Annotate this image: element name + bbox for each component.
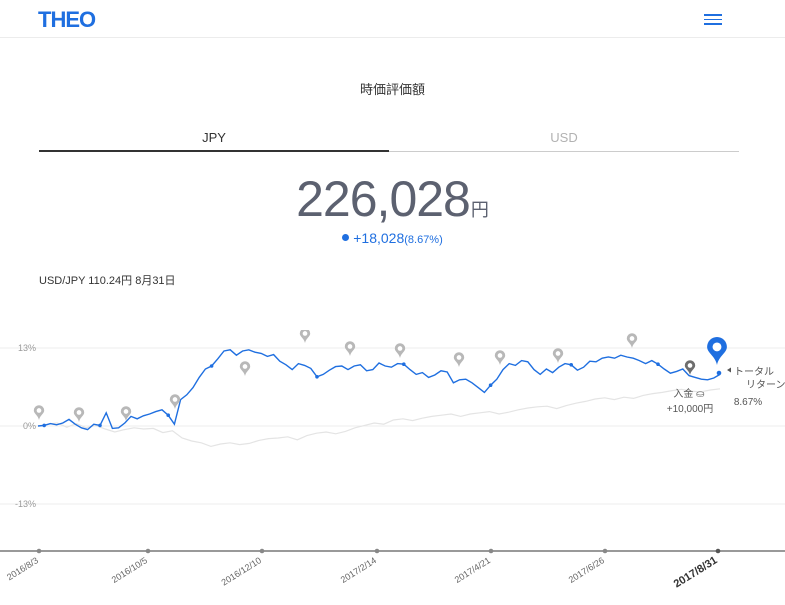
y-tick-label: 0%	[23, 421, 36, 431]
portfolio-value-unit: 円	[470, 200, 489, 220]
x-tick-label: 2017/4/21	[453, 555, 492, 585]
portfolio-value-amount: 226,028	[296, 171, 471, 227]
theo-logo[interactable]: THEO	[38, 7, 96, 32]
deposit-point	[656, 362, 660, 366]
x-tick-dot	[36, 548, 42, 554]
current-value-dot	[716, 370, 722, 376]
location-pin-icon-hole	[302, 331, 308, 336]
deposit-point	[402, 362, 406, 366]
x-tick-label: 2016/10/5	[110, 555, 149, 585]
total-return-value: 8.67%	[734, 397, 762, 408]
x-tick-dot	[715, 548, 721, 554]
current-location-pin-icon-hole	[712, 342, 722, 352]
deposit-point	[488, 383, 493, 387]
x-tick-label: 2017/6/26	[567, 555, 606, 585]
pointer-triangle-icon	[727, 367, 731, 373]
deposit-point	[209, 364, 214, 368]
deposit-point	[42, 423, 46, 428]
x-tick-dot	[145, 548, 151, 554]
deposit-pin-icon-hole	[687, 363, 693, 368]
location-pin-icon-hole	[555, 351, 561, 356]
fx-rate: USD/JPY 110.24円 8月31日	[39, 275, 176, 287]
location-pin-icon-hole	[497, 353, 503, 358]
location-pin-icon-hole	[347, 344, 353, 349]
location-pin-icon	[299, 330, 311, 343]
x-tick-dot	[602, 548, 608, 554]
x-tick-label: 2017/2/14	[339, 555, 378, 585]
location-pin-icon-hole	[36, 408, 42, 413]
x-tick-label: 2016/8/3	[5, 555, 40, 582]
tab-usd[interactable]: USD	[389, 130, 739, 152]
x-tick-dot	[488, 548, 494, 554]
location-pin-icon-hole	[76, 410, 82, 415]
total-return-label: トータル	[734, 366, 774, 378]
portfolio-value: 226,028円	[0, 170, 785, 228]
y-tick-label: -13%	[15, 499, 36, 509]
app-header: THEO	[0, 0, 785, 38]
deposit-point	[315, 375, 319, 379]
x-tick-label: 2016/12/10	[220, 555, 264, 587]
location-pin-icon-hole	[456, 355, 462, 360]
location-pin-icon-hole	[172, 397, 178, 402]
page-title: 時価評価額	[359, 82, 425, 97]
x-tick-dot	[259, 548, 265, 554]
change-amount: +18,028	[353, 230, 405, 246]
portfolio-series-line	[37, 349, 721, 431]
total-return-label: リターン	[746, 379, 785, 391]
location-pin-icon-hole	[123, 409, 129, 414]
deposit-point	[166, 413, 170, 417]
deposit-point	[569, 363, 573, 367]
y-tick-label: 13%	[18, 343, 36, 353]
location-pin-icon-hole	[397, 346, 403, 351]
hamburger-menu-icon[interactable]	[700, 10, 726, 28]
deposit-amount: +10,000円	[667, 404, 713, 415]
x-tick-label: 2017/8/31	[672, 554, 720, 590]
location-pin-icon-hole	[629, 336, 635, 341]
x-tick-dot	[374, 548, 380, 554]
value-change: +18,028(8.67%)	[0, 230, 785, 246]
deposit-point	[98, 423, 102, 428]
benchmark-series-line	[37, 388, 721, 448]
change-dot-icon	[342, 234, 350, 241]
change-percent: (8.67%)	[404, 234, 443, 246]
deposit-label: 入金 ⛀	[673, 387, 704, 400]
location-pin-icon-hole	[242, 364, 248, 369]
tab-jpy[interactable]: JPY	[39, 130, 389, 152]
